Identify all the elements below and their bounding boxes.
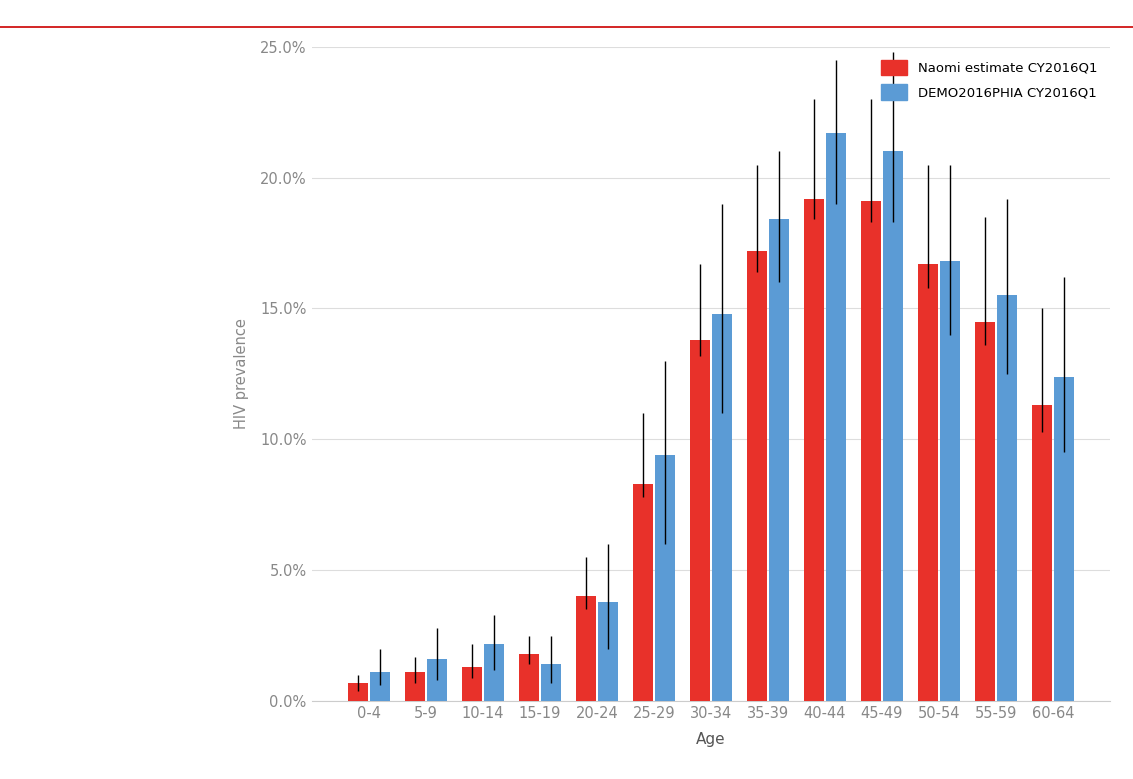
Bar (462, 667, 483, 701)
Bar (655, 455, 675, 701)
Bar (1032, 405, 1053, 701)
Bar (883, 151, 903, 701)
Bar (576, 597, 596, 701)
Bar (519, 654, 539, 701)
Bar (768, 220, 789, 701)
Bar (939, 262, 960, 701)
Bar (369, 672, 390, 701)
Bar (804, 199, 825, 701)
Bar (826, 133, 846, 701)
Bar (633, 484, 654, 701)
Y-axis label: HIV prevalence: HIV prevalence (235, 319, 249, 429)
Bar (597, 601, 617, 701)
Legend: Naomi estimate CY2016Q1, DEMO2016PHIA CY2016Q1: Naomi estimate CY2016Q1, DEMO2016PHIA CY… (874, 53, 1104, 106)
Bar (426, 659, 448, 701)
X-axis label: Age: Age (696, 732, 726, 747)
Bar (484, 643, 504, 701)
Bar (404, 672, 425, 701)
Bar (540, 664, 561, 701)
Bar (1054, 376, 1074, 701)
Bar (918, 264, 938, 701)
Bar (712, 314, 732, 701)
Bar (690, 340, 710, 701)
Bar (747, 251, 767, 701)
Bar (348, 682, 368, 701)
Bar (861, 201, 881, 701)
Bar (974, 322, 996, 701)
Bar (997, 295, 1017, 701)
